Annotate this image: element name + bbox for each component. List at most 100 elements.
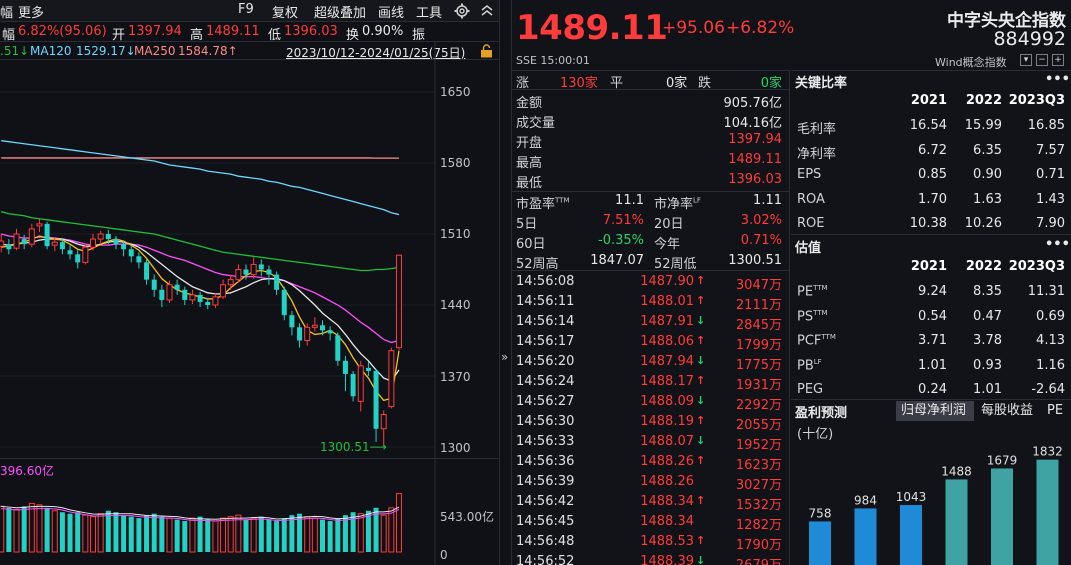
candle-body bbox=[320, 325, 325, 331]
arrow-up-icon: ↑ bbox=[696, 454, 706, 467]
volume-bar bbox=[373, 507, 379, 552]
minus-icon[interactable]: − bbox=[1036, 54, 1048, 66]
expand-chevron-icon[interactable]: » bbox=[501, 350, 509, 364]
candle-body bbox=[166, 284, 173, 301]
volume-bar bbox=[151, 513, 157, 552]
cell-value: 1.01 bbox=[918, 357, 947, 373]
table-row: EPS 0.85 0.90 0.71 bbox=[797, 165, 1067, 187]
ma120-value: 1529.17↓ bbox=[76, 44, 136, 58]
volume-bar bbox=[365, 510, 371, 552]
gear-icon[interactable] bbox=[454, 3, 470, 19]
menu-fu-tab[interactable]: 幅 bbox=[0, 6, 14, 21]
stat-label: 金额 bbox=[516, 96, 543, 111]
tab-net-profit[interactable]: 归母净利润 bbox=[896, 401, 974, 421]
restore-rights-button[interactable]: 复权 bbox=[272, 6, 299, 21]
volume-bar bbox=[396, 493, 402, 553]
candle-body bbox=[380, 414, 387, 430]
row-label: PETTM bbox=[797, 284, 828, 299]
volume-bar bbox=[97, 513, 104, 553]
divider bbox=[791, 234, 1071, 235]
table-header: 2021 2022 2023Q3 bbox=[797, 91, 1067, 113]
kline-chart-panel[interactable]: 幅 更多 6.82%(95.06) 开 1397.94 高 1489.11 低 … bbox=[0, 0, 500, 565]
cell-value: 15.99 bbox=[964, 118, 1002, 133]
tick-price: 1487.90 bbox=[640, 274, 694, 289]
candle-body bbox=[243, 269, 249, 275]
candle-body bbox=[97, 233, 104, 240]
tab-pe[interactable]: PE bbox=[1047, 403, 1064, 418]
candle-body bbox=[113, 239, 119, 245]
tick-time: 14:56:20 bbox=[516, 354, 575, 369]
tab-eps[interactable]: 每股收益 bbox=[981, 403, 1034, 418]
stat-value: 0.71% bbox=[740, 233, 782, 248]
tick-time: 14:56:11 bbox=[516, 294, 575, 309]
year-header: 2021 bbox=[910, 93, 947, 108]
volume-bar bbox=[121, 515, 127, 552]
change-value: 6.82%(95.06) bbox=[18, 24, 107, 39]
date-range[interactable]: 2023/10/12-2024/01/25(75日) bbox=[286, 46, 466, 60]
tick-price: 1488.19 bbox=[640, 414, 694, 429]
row-label: PCFTTM bbox=[797, 333, 836, 348]
panel-splitter[interactable]: » bbox=[500, 0, 512, 565]
candle-body bbox=[36, 223, 43, 227]
table-header: 2021 2022 2023Q3 bbox=[797, 257, 1067, 279]
year-header: 2022 bbox=[965, 93, 1002, 108]
arrow-up-icon: ↑ bbox=[696, 414, 706, 427]
row-label-suffix: TTM bbox=[813, 284, 828, 292]
valuation-more-button[interactable]: ••• bbox=[1045, 237, 1070, 252]
candle-body bbox=[274, 274, 280, 290]
row-label: 毛利率 bbox=[797, 122, 837, 137]
candlestick-chart[interactable] bbox=[0, 42, 500, 565]
stat-label-text: 市净率 bbox=[654, 197, 694, 212]
tick-time: 14:56:24 bbox=[516, 374, 575, 389]
dropdown-icon[interactable]: ▾ bbox=[1020, 54, 1032, 66]
candle-body bbox=[350, 373, 356, 397]
volume-bar bbox=[227, 516, 234, 553]
row-label-suffix: LF bbox=[813, 357, 822, 366]
index-code: 884992 bbox=[993, 28, 1066, 50]
cell-value: 6.35 bbox=[973, 142, 1002, 158]
candle-body bbox=[0, 240, 5, 247]
candle-body bbox=[82, 246, 89, 263]
price-axis-tick: 1650 bbox=[440, 85, 471, 99]
arrow-up-icon: ↑ bbox=[696, 374, 706, 387]
row-label: PBLF bbox=[797, 358, 822, 373]
tick-time: 14:56:14 bbox=[516, 314, 575, 329]
tick-volume: 1799万 bbox=[735, 338, 782, 353]
tick-price: 1488.17 bbox=[640, 374, 694, 389]
turnover-value: 0.90% bbox=[362, 24, 404, 39]
volume-bar bbox=[205, 519, 211, 552]
forecast-bar-label: 758 bbox=[809, 506, 832, 520]
tick-time: 14:56:08 bbox=[516, 274, 575, 289]
quote-stats-panel bbox=[512, 70, 790, 565]
lock-icon[interactable] bbox=[480, 44, 493, 58]
draw-line-button[interactable]: 画线 bbox=[378, 6, 405, 21]
turnover-label: 换 bbox=[346, 28, 360, 43]
f9-button[interactable]: F9 bbox=[238, 2, 254, 17]
tick-time: 14:56:42 bbox=[516, 494, 575, 509]
concept-tag[interactable]: Wind概念指数 bbox=[935, 56, 1007, 69]
super-overlay-button[interactable]: 超级叠加 bbox=[314, 6, 367, 21]
price-axis-tick: 1370 bbox=[440, 370, 471, 384]
breadth-row: 涨 130家 平 0家 跌 0家 bbox=[516, 71, 782, 91]
stat-row: 成交量 104.16亿 bbox=[516, 111, 782, 131]
collapse-chevron-icon[interactable] bbox=[480, 4, 494, 18]
volume-bar bbox=[235, 514, 242, 553]
volume-bar bbox=[350, 512, 356, 552]
row-label: 净利率 bbox=[797, 146, 837, 162]
cell-value: 9.24 bbox=[918, 284, 947, 299]
ma-legend-row: .51↓ MA120 1529.17↓ MA250 1584.78↑ 2023/… bbox=[0, 42, 499, 60]
tick-price: 1488.06 bbox=[640, 334, 694, 349]
key-ratios-more-button[interactable]: ••• bbox=[1045, 72, 1070, 87]
plus-icon[interactable]: + bbox=[1052, 54, 1064, 66]
row-label-text: PE bbox=[797, 284, 814, 300]
forecast-bar bbox=[854, 508, 877, 565]
cell-value: 0.47 bbox=[973, 308, 1002, 324]
tools-button[interactable]: 工具 bbox=[416, 6, 443, 21]
high-value: 1489.11 bbox=[206, 24, 260, 39]
tick-row: 14:56:48 1488.53 ↑ 1790万 bbox=[516, 533, 782, 553]
more-tab[interactable]: 更多 bbox=[18, 6, 45, 21]
year-header: 2021 bbox=[910, 259, 947, 274]
year-header: 2022 bbox=[965, 259, 1002, 274]
cell-value: 1.01 bbox=[973, 382, 1002, 397]
volume-bar bbox=[197, 516, 203, 552]
